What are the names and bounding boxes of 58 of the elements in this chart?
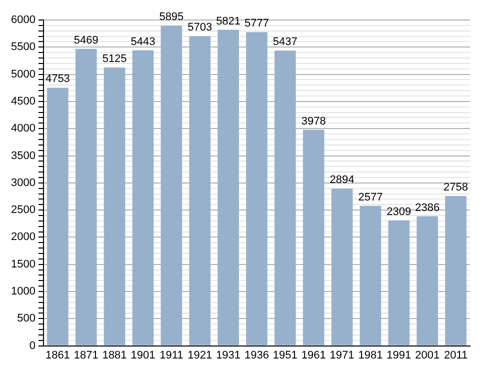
y-tick-label: 5500 bbox=[10, 41, 36, 54]
data-label: 3978 bbox=[301, 115, 326, 128]
x-tick-label: 1861 bbox=[45, 349, 70, 362]
y-tick-label: 500 bbox=[17, 312, 36, 325]
bar bbox=[445, 196, 466, 346]
y-tick-label: 4000 bbox=[10, 122, 36, 135]
data-label: 5443 bbox=[130, 36, 156, 48]
x-tick-label: 1951 bbox=[272, 349, 298, 362]
bar bbox=[160, 26, 182, 346]
bar bbox=[274, 50, 296, 346]
y-tick-label: 5000 bbox=[10, 68, 36, 80]
data-label: 5821 bbox=[216, 15, 241, 28]
bar bbox=[75, 48, 97, 346]
data-label: 2758 bbox=[444, 182, 468, 194]
y-tick-label: 1000 bbox=[10, 286, 36, 298]
data-label: 5777 bbox=[244, 18, 269, 30]
y-tick-label: 6000 bbox=[10, 14, 36, 26]
bar bbox=[104, 68, 126, 346]
data-label: 2386 bbox=[415, 202, 440, 214]
x-tick-label: 1936 bbox=[244, 349, 269, 362]
data-label: 4753 bbox=[45, 73, 70, 86]
y-tick-label: 4500 bbox=[10, 95, 36, 108]
x-tick-label: 1931 bbox=[216, 349, 241, 362]
data-label: 5125 bbox=[102, 53, 127, 66]
y-tick-label: 2000 bbox=[10, 231, 36, 244]
bar bbox=[331, 188, 353, 346]
bar bbox=[302, 130, 324, 346]
data-label: 5437 bbox=[272, 36, 298, 48]
data-label: 2577 bbox=[358, 191, 383, 204]
x-tick-label: 1961 bbox=[301, 349, 326, 362]
y-tick-label: 2500 bbox=[10, 204, 36, 216]
x-tick-label: 1871 bbox=[74, 349, 98, 362]
bar bbox=[388, 220, 410, 346]
data-label: 5895 bbox=[159, 11, 184, 24]
x-tick-label: 1901 bbox=[130, 349, 156, 362]
x-tick-label: 2011 bbox=[444, 349, 468, 362]
data-label: 2309 bbox=[386, 206, 412, 218]
bar bbox=[132, 50, 154, 346]
bar bbox=[416, 216, 438, 346]
y-tick-label: 1500 bbox=[10, 258, 36, 270]
x-tick-label: 1971 bbox=[330, 349, 354, 362]
bar bbox=[246, 32, 268, 346]
bar bbox=[218, 30, 239, 346]
data-label: 5469 bbox=[74, 34, 98, 46]
bar bbox=[360, 206, 382, 346]
x-tick-label: 1921 bbox=[188, 349, 212, 362]
bar bbox=[47, 88, 68, 346]
y-tick-label: 0 bbox=[29, 340, 36, 352]
y-tick-label: 3500 bbox=[10, 150, 36, 162]
data-label: 2894 bbox=[330, 174, 354, 186]
x-tick-label: 1911 bbox=[160, 349, 184, 362]
data-label: 5703 bbox=[188, 22, 212, 34]
x-tick-label: 1881 bbox=[102, 349, 127, 362]
x-tick-label: 1981 bbox=[358, 349, 383, 362]
bar bbox=[189, 36, 211, 346]
y-tick-label: 3000 bbox=[10, 176, 36, 189]
x-tick-label: 2001 bbox=[415, 349, 440, 362]
x-tick-label: 1991 bbox=[386, 349, 412, 362]
